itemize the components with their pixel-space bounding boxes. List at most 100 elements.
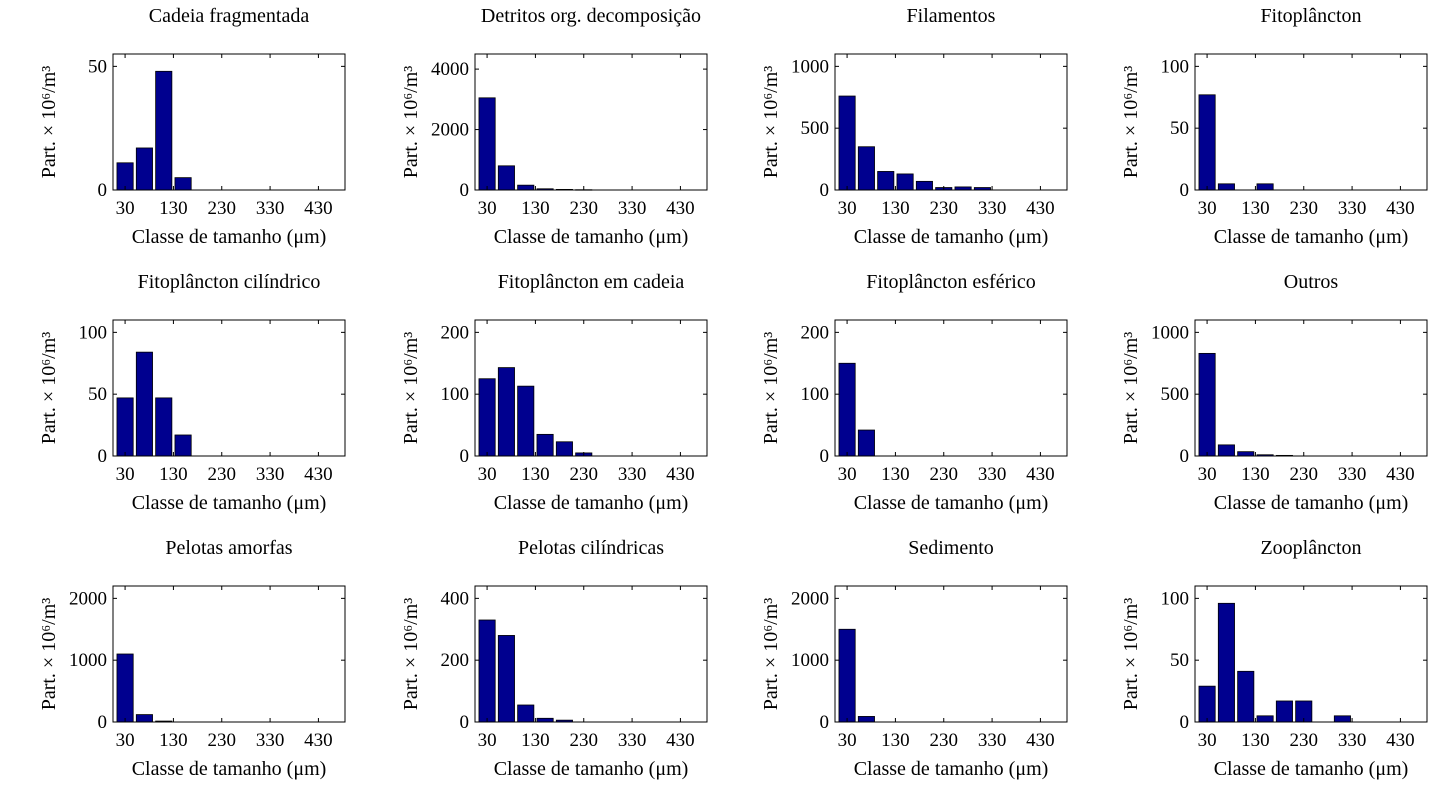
y-axis-label: Part. × 10⁶/m³ xyxy=(38,598,60,711)
x-axis-label: Classe de tamanho (μm) xyxy=(132,492,327,514)
x-axis-label: Classe de tamanho (μm) xyxy=(494,226,689,248)
bar xyxy=(155,397,173,457)
bar xyxy=(1237,451,1255,457)
y-tick-label: 0 xyxy=(460,180,470,201)
x-tick-label: 30 xyxy=(838,730,857,751)
bar xyxy=(1198,685,1216,723)
x-tick-label: 430 xyxy=(666,198,695,219)
bar xyxy=(838,628,856,723)
y-tick-label: 100 xyxy=(79,322,108,343)
bar xyxy=(517,184,535,191)
x-tick-label: 130 xyxy=(521,464,550,485)
bar xyxy=(1256,715,1274,723)
y-tick-label: 50 xyxy=(1170,650,1189,671)
x-tick-label: 330 xyxy=(618,198,647,219)
bar xyxy=(1217,183,1235,191)
y-tick-label: 0 xyxy=(820,712,830,733)
axes-box xyxy=(834,319,1068,457)
bar xyxy=(1198,94,1216,191)
y-tick-label: 200 xyxy=(441,322,470,343)
y-tick-label: 2000 xyxy=(69,588,107,609)
x-axis-label: Classe de tamanho (μm) xyxy=(494,492,689,514)
axes-box xyxy=(474,585,708,723)
axes-box xyxy=(1194,319,1428,457)
x-tick-label: 230 xyxy=(570,198,599,219)
bar xyxy=(135,714,153,723)
x-tick-label: 130 xyxy=(159,730,188,751)
chart-panel: 0 1000 2000 30 130 230 330 430 Sedimento Classe d… xyxy=(760,537,1068,780)
x-tick-label: 130 xyxy=(159,198,188,219)
x-tick-label: 230 xyxy=(570,730,599,751)
bar xyxy=(497,367,515,457)
y-axis-label: Part. × 10⁶/m³ xyxy=(760,332,782,445)
x-tick-label: 30 xyxy=(116,198,135,219)
x-tick-label: 130 xyxy=(1241,464,1270,485)
chart-title: Sedimento xyxy=(908,537,994,559)
chart-title: Fitoplâncton cilíndrico xyxy=(138,271,321,293)
axes-box xyxy=(474,319,708,457)
x-tick-label: 30 xyxy=(838,198,857,219)
chart-title: Pelotas cilíndricas xyxy=(518,537,664,559)
x-tick-label: 30 xyxy=(1198,198,1217,219)
x-tick-label: 30 xyxy=(838,464,857,485)
chart-panel: 0 50 30 130 230 330 430 Cadeia fragmentada Class… xyxy=(38,5,346,248)
bar xyxy=(478,97,496,191)
chart-panel: 0 500 1000 30 130 230 330 430 Outros Classe de ta… xyxy=(1120,271,1428,514)
x-axis-label: Classe de tamanho (μm) xyxy=(854,758,1049,780)
y-tick-label: 0 xyxy=(98,446,108,467)
y-tick-label: 0 xyxy=(98,712,108,733)
y-tick-label: 100 xyxy=(441,384,470,405)
bar xyxy=(857,429,875,457)
axes-box xyxy=(112,319,346,457)
chart-panel: 0 200 400 30 130 230 330 430 Pelotas cilíndricas… xyxy=(400,537,708,780)
y-axis-label: Part. × 10⁶/m³ xyxy=(1120,332,1142,445)
chart-title: Fitoplâncton esférico xyxy=(866,271,1035,293)
x-axis-label: Classe de tamanho (μm) xyxy=(854,226,1049,248)
y-tick-label: 500 xyxy=(801,118,830,139)
bar xyxy=(915,180,933,191)
chart-panel: 0 50 100 30 130 230 330 430 Fitoplâncton cilíndr… xyxy=(38,271,346,514)
x-tick-label: 130 xyxy=(159,464,188,485)
x-tick-label: 330 xyxy=(978,464,1007,485)
y-tick-label: 50 xyxy=(1170,118,1189,139)
y-tick-label: 1000 xyxy=(791,56,829,77)
x-tick-label: 430 xyxy=(1386,730,1415,751)
bar xyxy=(536,433,554,457)
chart-panel: 0 2000 4000 30 130 230 330 430 Detritos org. dec… xyxy=(400,5,708,248)
y-tick-label: 2000 xyxy=(431,120,469,141)
y-tick-label: 1000 xyxy=(791,650,829,671)
chart-panel: 0 50 100 30 130 230 330 430 Zooplâncton Classe de… xyxy=(1120,537,1428,780)
x-tick-label: 430 xyxy=(304,198,333,219)
x-tick-label: 330 xyxy=(618,464,647,485)
x-tick-label: 230 xyxy=(1290,464,1319,485)
y-tick-label: 200 xyxy=(441,650,470,671)
y-tick-label: 200 xyxy=(801,322,830,343)
chart-panel: 0 100 200 30 130 230 330 430 Fitoplâncton esféri… xyxy=(760,271,1068,514)
x-tick-label: 130 xyxy=(881,464,910,485)
bar xyxy=(497,635,515,723)
bar xyxy=(536,717,554,723)
x-tick-label: 330 xyxy=(978,198,1007,219)
y-tick-label: 100 xyxy=(1161,56,1190,77)
chart-panel: 0 100 200 30 130 230 330 430 Fitoplâncton em cad… xyxy=(400,271,708,514)
bar xyxy=(857,716,875,723)
x-tick-label: 430 xyxy=(1026,464,1055,485)
bar xyxy=(478,619,496,723)
y-tick-label: 4000 xyxy=(431,59,469,80)
bar xyxy=(174,177,192,191)
y-axis-label: Part. × 10⁶/m³ xyxy=(400,66,422,179)
chart-panel: 0 1000 2000 30 130 230 330 430 Pelotas amorfas Cl… xyxy=(38,537,346,780)
x-axis-label: Classe de tamanho (μm) xyxy=(1214,758,1409,780)
x-axis-label: Classe de tamanho (μm) xyxy=(1214,226,1409,248)
y-axis-label: Part. × 10⁶/m³ xyxy=(38,66,60,179)
bar xyxy=(838,362,856,457)
x-axis-label: Classe de tamanho (μm) xyxy=(494,758,689,780)
y-tick-label: 400 xyxy=(441,588,470,609)
y-tick-label: 100 xyxy=(1161,588,1190,609)
x-tick-label: 430 xyxy=(1026,198,1055,219)
chart-title: Fitoplâncton xyxy=(1260,5,1361,27)
y-tick-label: 1000 xyxy=(69,650,107,671)
bar xyxy=(497,165,515,191)
axes-box xyxy=(834,53,1068,191)
bar xyxy=(838,95,856,191)
